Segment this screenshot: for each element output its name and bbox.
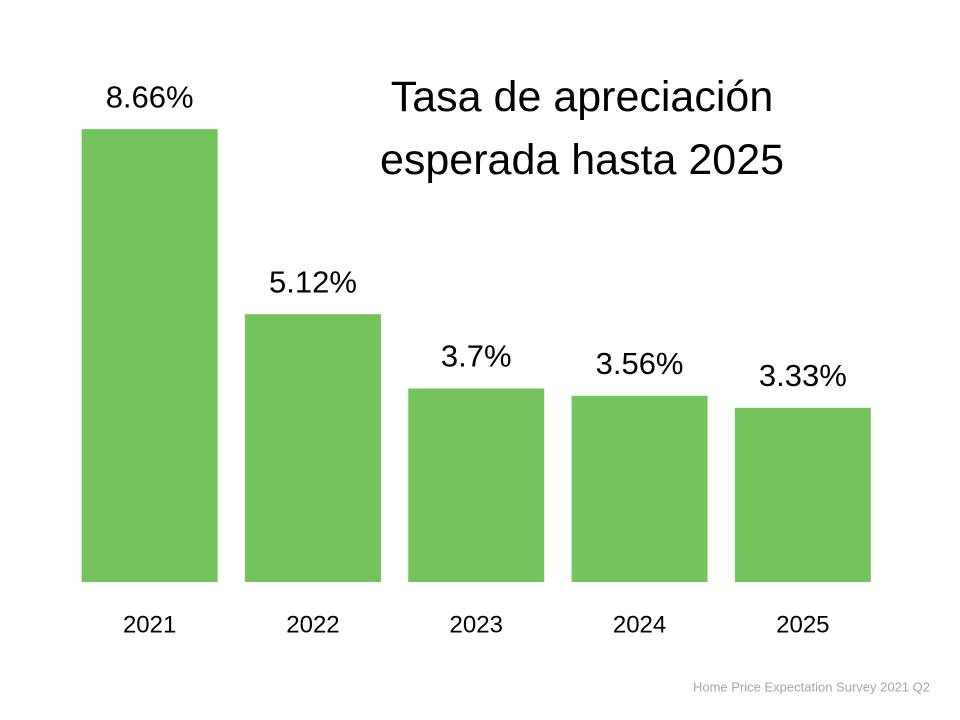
value-label: 3.7% bbox=[441, 339, 512, 374]
bar bbox=[244, 314, 381, 582]
x-tick-label: 2021 bbox=[123, 611, 176, 638]
value-label: 3.33% bbox=[759, 358, 847, 393]
chart-title: Tasa de apreciación esperada hasta 2025 bbox=[379, 73, 785, 184]
bar bbox=[81, 129, 218, 582]
source-note: Home Price Expectation Survey 2021 Q2 bbox=[693, 679, 930, 694]
bar bbox=[408, 388, 545, 582]
x-tick-label: 2022 bbox=[286, 611, 339, 638]
value-label: 3.56% bbox=[596, 346, 684, 381]
x-tick-label: 2024 bbox=[613, 611, 666, 638]
value-label: 8.66% bbox=[106, 79, 194, 114]
value-label: 5.12% bbox=[269, 264, 357, 299]
x-tick-label: 2023 bbox=[450, 611, 503, 638]
bar bbox=[571, 395, 708, 582]
x-tick-label: 2025 bbox=[776, 611, 829, 638]
bar bbox=[734, 407, 871, 582]
